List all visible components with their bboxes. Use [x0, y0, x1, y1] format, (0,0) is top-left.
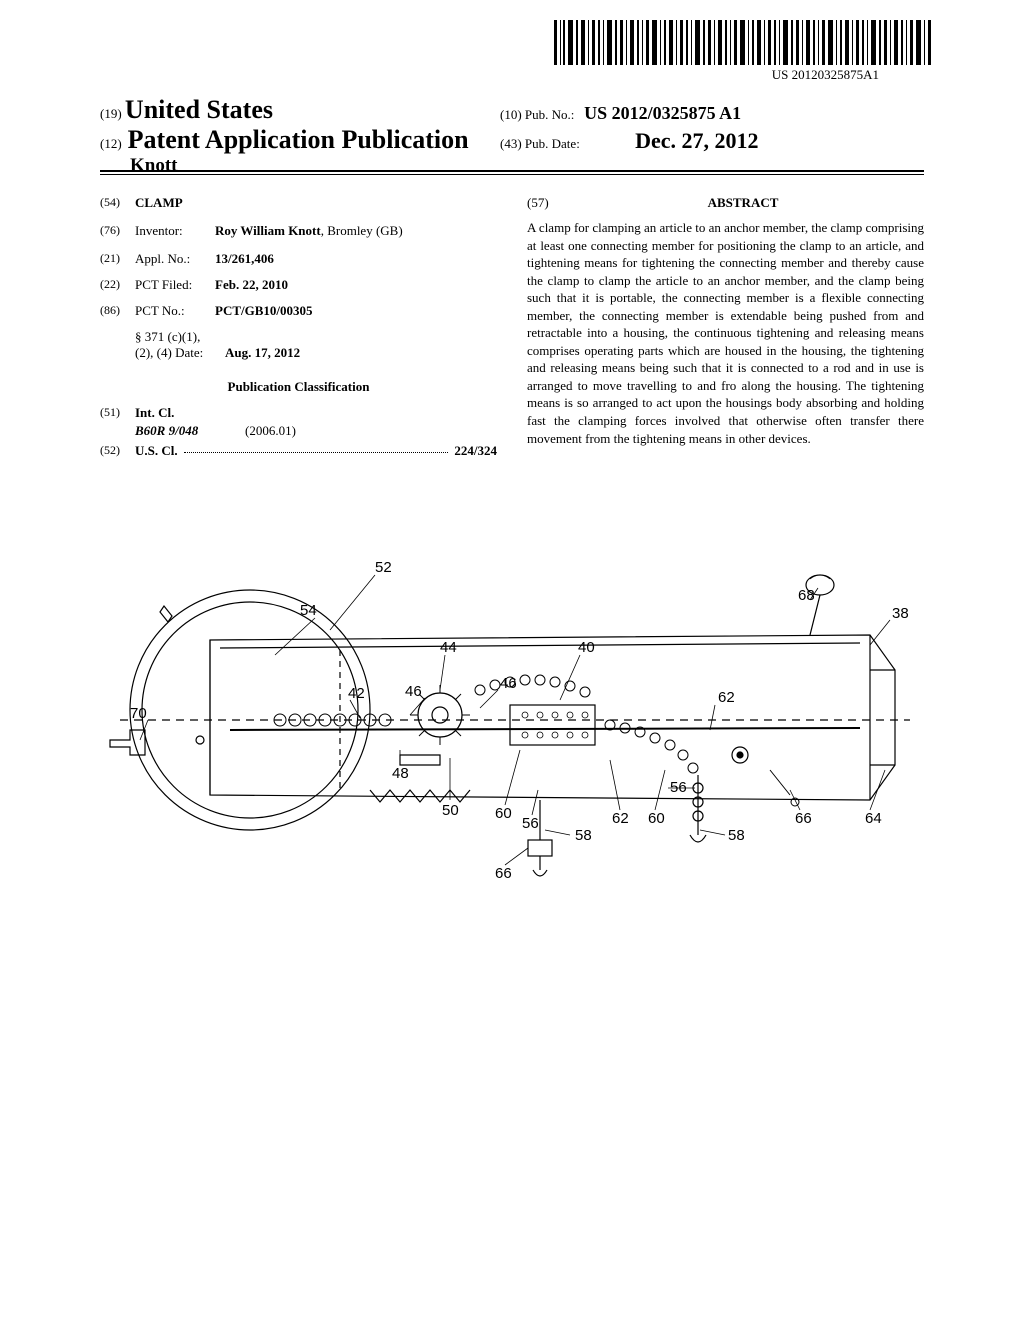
pubno-value: US 2012/0325875 A1	[584, 103, 741, 123]
fig-label: 44	[440, 639, 457, 656]
fig-label: 42	[348, 685, 365, 702]
pubdate-value: Dec. 27, 2012	[635, 128, 758, 153]
s371-label: § 371 (c)(1),	[135, 329, 200, 345]
intcl-class: B60R 9/048	[135, 423, 245, 439]
fig-label: 60	[495, 805, 512, 822]
s371-date-label: (2), (4) Date:	[135, 345, 225, 361]
appl-code: (21)	[100, 251, 135, 267]
uscl-label: U.S. Cl.	[135, 443, 178, 459]
intcl-code: (51)	[100, 405, 135, 421]
pct-no-code: (86)	[100, 303, 135, 319]
country-name: United States	[125, 95, 273, 124]
inventor-label: Inventor:	[135, 223, 215, 239]
fig-label: 62	[612, 810, 629, 827]
fig-label: 48	[392, 765, 409, 782]
barcode-number: US 20120325875A1	[772, 67, 879, 83]
uscl-value: 224/324	[454, 443, 497, 459]
pubdate-label: Pub. Date:	[525, 136, 580, 151]
title-code: (54)	[100, 195, 135, 211]
invention-title: CLAMP	[135, 195, 183, 211]
pub-info-block: (10) Pub. No.: US 2012/0325875 A1 (43) P…	[500, 103, 758, 154]
fig-label: 64	[865, 810, 882, 827]
barcode	[554, 20, 934, 65]
intcl-year: (2006.01)	[245, 423, 296, 439]
appl-value: 13/261,406	[215, 251, 274, 267]
pubno-code: (10)	[500, 107, 522, 122]
pct-no-label: PCT No.:	[135, 303, 215, 319]
abstract-code: (57)	[527, 195, 562, 219]
pct-filed-label: PCT Filed:	[135, 277, 215, 293]
fig-label: 50	[442, 802, 459, 819]
fig-label: 60	[648, 810, 665, 827]
pct-filed-value: Feb. 22, 2010	[215, 277, 288, 293]
uscl-dots	[184, 443, 449, 453]
inventor-name: Roy William Knott	[215, 223, 321, 238]
header-rule-thin	[100, 174, 924, 175]
fig-label: 38	[892, 605, 909, 622]
right-column: (57) ABSTRACT A clamp for clamping an ar…	[527, 195, 924, 459]
fig-label: 62	[718, 689, 735, 706]
pubdate-code: (43)	[500, 136, 522, 151]
fig-label: 40	[578, 639, 595, 656]
pct-filed-code: (22)	[100, 277, 135, 293]
pct-no-value: PCT/GB10/00305	[215, 303, 313, 319]
left-column: (54) CLAMP (76) Inventor: Roy William Kn…	[100, 195, 497, 459]
appl-label: Appl. No.:	[135, 251, 215, 267]
fig-label: 56	[522, 815, 539, 832]
patent-figure: 52 54 44 40 38 42 46 46 62 48 50 60 56 6…	[100, 540, 924, 960]
header-rule-thick	[100, 170, 924, 172]
patent-header: (19) United States (12) Patent Applicati…	[100, 95, 924, 177]
fig-label: 54	[300, 602, 317, 619]
pub-class-heading: Publication Classification	[100, 379, 497, 395]
pub-type-title: Patent Application Publication	[128, 125, 469, 155]
s371-date-value: Aug. 17, 2012	[225, 345, 300, 361]
body-columns: (54) CLAMP (76) Inventor: Roy William Kn…	[100, 195, 924, 459]
fig-label: 66	[495, 865, 512, 882]
pubno-label: Pub. No.:	[525, 107, 574, 122]
fig-label: 58	[575, 827, 592, 844]
fig-label: 68	[798, 587, 815, 604]
uscl-code: (52)	[100, 443, 135, 459]
inventor-code: (76)	[100, 223, 135, 239]
fig-label: 46	[405, 683, 422, 700]
country-code: (19)	[100, 106, 122, 121]
fig-label: 66	[795, 810, 812, 827]
fig-label: 70	[130, 705, 147, 722]
inventor-location: , Bromley (GB)	[321, 223, 403, 238]
fig-label: 58	[728, 827, 745, 844]
fig-label: 46	[500, 675, 517, 692]
abstract-title: ABSTRACT	[562, 195, 924, 211]
abstract-body: A clamp for clamping an article to an an…	[527, 219, 924, 447]
intcl-label: Int. Cl.	[135, 405, 174, 421]
pub-type-code: (12)	[100, 136, 122, 152]
fig-label: 56	[670, 779, 687, 796]
fig-label: 52	[375, 559, 392, 576]
